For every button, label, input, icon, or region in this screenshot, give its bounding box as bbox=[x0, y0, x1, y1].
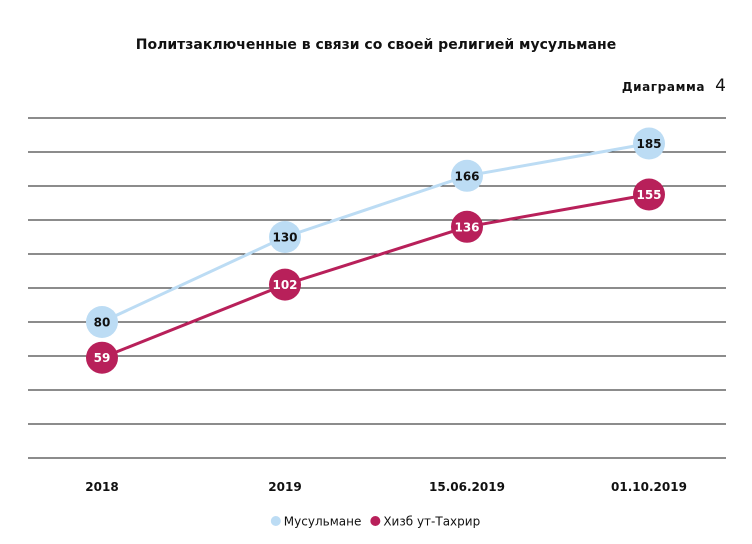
legend-marker bbox=[370, 516, 381, 526]
x-tick-label: 15.06.2019 bbox=[429, 480, 505, 494]
legend-label: Мусульмане bbox=[284, 515, 362, 529]
data-label: 80 bbox=[94, 316, 111, 330]
chart-title: Политзаключенные в связи со своей религи… bbox=[136, 37, 616, 53]
data-point bbox=[86, 341, 118, 374]
x-tick-label: 01.10.2019 bbox=[611, 480, 687, 494]
data-point bbox=[633, 178, 665, 211]
data-label: 166 bbox=[454, 169, 479, 183]
data-point bbox=[451, 159, 483, 192]
legend-marker bbox=[270, 516, 281, 526]
data-point bbox=[269, 221, 301, 253]
series-points: 80 130 166 185 59 102 136 155 bbox=[86, 127, 665, 374]
data-label: 155 bbox=[636, 188, 661, 202]
x-tick-label: 2019 bbox=[268, 480, 301, 494]
data-label: 136 bbox=[454, 220, 479, 234]
x-axis-ticks: 2018 2019 15.06.2019 01.10.2019 bbox=[85, 480, 687, 494]
data-point bbox=[633, 127, 665, 160]
chart-badge: Диаграмма 4 bbox=[622, 76, 726, 96]
data-point bbox=[86, 306, 118, 338]
data-point bbox=[451, 210, 483, 243]
legend: Мусульмане Хизб ут-Тахрир bbox=[270, 515, 480, 529]
series-line-1 bbox=[101, 142, 650, 324]
data-label: 59 bbox=[94, 351, 111, 365]
data-label: 102 bbox=[272, 278, 297, 292]
legend-item: Хизб ут-Тахрир bbox=[370, 515, 480, 529]
chart-badge-label: Диаграмма bbox=[622, 80, 705, 94]
legend-item: Мусульмане bbox=[270, 515, 362, 529]
x-tick-label: 2018 bbox=[85, 480, 118, 494]
data-label: 185 bbox=[636, 137, 661, 151]
series-line-2 bbox=[101, 193, 650, 360]
data-point bbox=[269, 268, 301, 301]
legend-label: Хизб ут-Тахрир bbox=[383, 515, 480, 529]
data-label: 130 bbox=[272, 231, 297, 245]
chart-badge-number: 4 bbox=[715, 76, 726, 96]
series-lines bbox=[101, 142, 650, 360]
gridlines bbox=[28, 117, 726, 459]
